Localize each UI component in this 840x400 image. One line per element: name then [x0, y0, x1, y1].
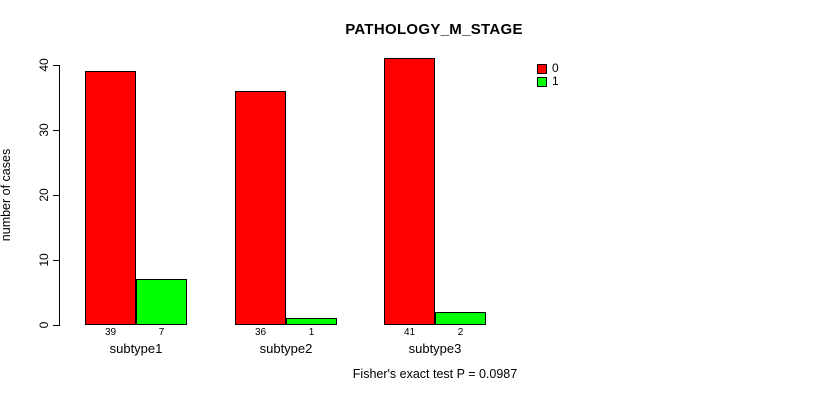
bar-subtype2-series0: [235, 91, 286, 325]
y-tick-mark: [53, 195, 60, 196]
legend-swatch-icon: [537, 76, 547, 87]
legend-label: 1: [552, 74, 559, 88]
y-tick-label-text: 20: [37, 188, 51, 202]
x-category-label-subtype1: subtype1: [109, 341, 163, 356]
y-axis-label-text: number of cases: [0, 148, 13, 242]
bar-count-label: 2: [457, 327, 464, 338]
legend-item: 1: [537, 75, 559, 88]
x-category-label-subtype2: subtype2: [259, 341, 313, 356]
y-tick-mark: [53, 65, 60, 66]
y-tick-label-text: 0: [37, 321, 51, 329]
bar-count-label: 39: [104, 327, 117, 338]
x-category-label-subtype3: subtype3: [408, 341, 462, 356]
legend-item: 0: [537, 62, 559, 75]
bar-count-label: 7: [158, 327, 165, 338]
stat-annotation: Fisher's exact test P = 0.0987: [352, 367, 518, 381]
bar-subtype1-series0: [85, 71, 136, 325]
bar-subtype3-series1: [435, 312, 486, 325]
bar-subtype2-series1: [286, 318, 337, 325]
y-tick-label-text: 40: [37, 58, 51, 72]
bar-count-label: 41: [403, 327, 416, 338]
legend-swatch-icon: [537, 63, 547, 74]
chart-title: PATHOLOGY_M_STAGE: [345, 21, 523, 38]
bar-count-label: 1: [308, 327, 315, 338]
bar-subtype1-series1: [136, 279, 187, 325]
legend-label: 0: [552, 61, 559, 75]
y-tick-mark: [53, 325, 60, 326]
y-tick-mark: [53, 130, 60, 131]
bar-subtype3-series0: [384, 58, 435, 325]
y-tick-mark: [53, 260, 60, 261]
bar-count-label: 36: [254, 327, 267, 338]
y-tick-label-text: 30: [37, 123, 51, 137]
y-tick-label-text: 10: [37, 253, 51, 267]
